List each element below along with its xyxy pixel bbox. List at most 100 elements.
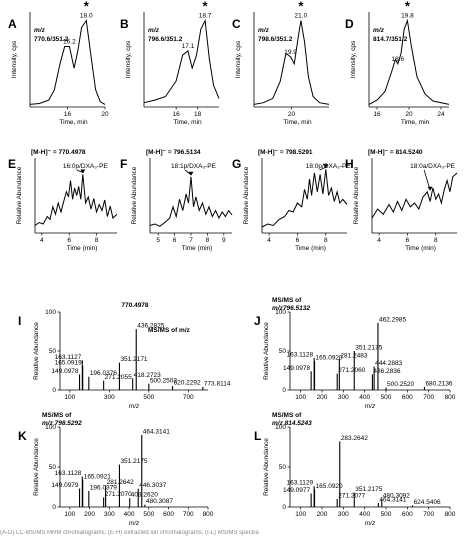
y-tick-label: 0 [52,504,56,511]
peak-label: 18.0 [80,13,93,20]
peak-mz-label: 271.2055 [105,374,132,381]
peak-mz-label: 444.2883 [375,360,402,367]
series-line [371,172,458,219]
x-axis-label: m/z [365,520,376,527]
y-axis-label: Intensity, cps [235,40,242,78]
panel-letter: L [254,429,261,443]
x-tick-label: 16 [373,111,381,118]
peak-mz-label: 464.3141 [143,429,170,436]
arrow-head [323,164,329,169]
peak-label: 21.0 [295,13,308,20]
x-tick-label: 700 [183,511,194,518]
y-axis-label: Relative Abundance [263,438,270,496]
panel-j: J 100 200 300 400 500 600 700 800 0 50 100 m/z Relati… [254,297,456,410]
peak-star: * [84,0,90,14]
peak-mz-label: 271.2060 [338,367,365,374]
msms-title: MS/MS of [272,412,302,419]
lipid-annotation: 16:0p/DXA₃-PE [63,163,109,170]
peak-mz-label: 271.2077 [338,493,365,500]
peak-mz-label: 165.0921 [84,473,111,480]
panel-f: F 5 6 7 8 9 Time (min) Relative Abundance [M-H]⁻… [120,149,233,252]
peak-label: 16.2 [63,39,76,46]
x-tick-label: 400 [124,511,135,518]
lipid-annotation: 18:0a/DXA₃-PE [410,163,456,170]
peak-mz-label: 446.3037 [139,482,166,489]
y-tick-label: 50 [279,464,287,471]
series-line [29,19,106,105]
y-axis-label: Intensity, cps [11,40,18,78]
peak-mz-label: 418.2723 [134,372,161,379]
peak-mz-label: 149.0978 [51,368,78,375]
panel-d: D 16 20 24 Time, min Intensity, cps m/z 814.7/3… [345,0,450,126]
annotation-arrow [319,166,326,171]
x-tick-label: 500 [381,511,392,518]
series-line [368,18,450,105]
panel-letter: H [345,157,354,171]
peak-label: 18.7 [199,13,212,20]
y-tick-label: 50 [49,348,57,355]
x-tick-label: 18 [194,111,202,118]
series-line [143,18,220,104]
arrow-head [427,186,433,191]
series-line [34,174,118,226]
x-tick-label: 600 [163,511,174,518]
x-tick-label: 300 [104,511,115,518]
panel-letter: J [254,314,261,328]
annotation-arrow [423,169,431,190]
y-axis-label: Intensity, cps [125,40,132,78]
peak-mz-label: 480.3092 [383,493,410,500]
peak-mz-label: 163.1129 [286,480,313,487]
x-tick-label: 300 [104,394,115,401]
msms-title: MS/MS of m/z [148,327,191,334]
peak-mz-label: 196.0379 [90,485,117,492]
peak-mz-label: 680.2136 [425,380,452,387]
peak-mz-label: 163.1128 [286,352,313,359]
x-axis-label: Time, min [173,119,202,126]
panel-a: A 16 20 Time, min Intensity, cps m/z 770.6/351… [8,0,109,126]
x-tick-label: 100 [64,394,75,401]
peak-star: * [203,0,209,14]
peak-mz-label: 149.0979 [51,482,78,489]
x-tick-label: 700 [423,394,434,401]
peak-mz-label: 436.2825 [137,323,164,330]
x-tick-label: 700 [423,511,434,518]
x-axis-label: m/z [129,520,140,527]
msms-precursor: m/z 814.5243 [272,420,312,427]
peak-mz-label: 773.8114 [204,380,231,387]
series-line [261,169,348,228]
transition-mz-label: m/z [34,27,46,34]
x-tick-label: 8 [324,237,328,244]
peak-mz-label: 163.1128 [55,470,82,477]
x-tick-label: 7 [189,237,193,244]
x-tick-label: 100 [295,511,306,518]
x-tick-label: 6 [67,237,71,244]
peak-mz-label: 165.0919 [55,359,82,366]
y-tick-label: 100 [275,309,286,316]
peak-mz-label: 283.2642 [341,435,368,442]
x-axis-label: Time (min) [67,245,98,252]
peak-mz-label: 163.1127 [55,354,82,361]
precursor-mass-label: [M-H]⁻ = 770.4978 [31,149,86,156]
peak-mz-label: 480.3087 [146,498,173,505]
x-tick-label: 5 [156,237,160,244]
peak-mz-label: 351.2175 [120,458,147,465]
peak-mz-label: 281.2642 [107,479,134,486]
x-axis-label: Time, min [401,119,430,126]
y-axis-label: Relative Abundance [33,322,40,380]
peak-mz-label: 149.0978 [283,365,310,372]
y-axis-label: Relative Abundance [263,322,270,380]
x-tick-label: 9 [222,237,226,244]
panel-letter: G [232,157,241,171]
x-tick-label: 8 [206,237,210,244]
x-tick-label: 800 [445,394,456,401]
annotation-arrow [76,169,83,173]
panel-letter: A [8,17,17,31]
x-tick-label: 100 [64,511,75,518]
y-tick-label: 50 [279,348,287,355]
transition-mz-label: m/z [148,27,160,34]
peak-label: 18.6 [391,56,404,63]
x-tick-label: 800 [203,511,214,518]
